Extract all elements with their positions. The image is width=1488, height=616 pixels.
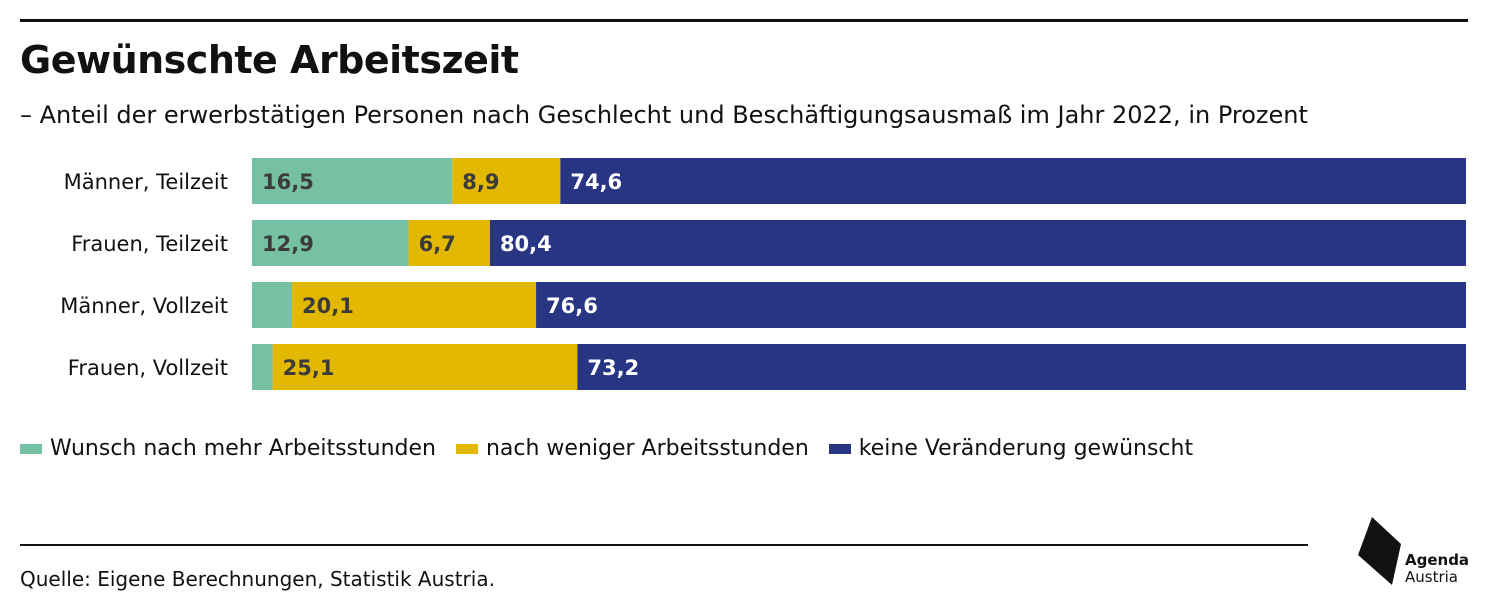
category-label-frauen-teilzeit: Frauen, Teilzeit xyxy=(71,232,228,256)
bar-segment-männer-teilzeit-s0 xyxy=(252,158,453,204)
data-label-männer-teilzeit-s2: 74,6 xyxy=(570,170,622,194)
bar-segment-männer-vollzeit-s0 xyxy=(252,282,293,328)
legend-item-none: keine Veränderung gewünscht xyxy=(828,436,1194,461)
chart-title: Gewünschte Arbeitszeit xyxy=(20,38,519,82)
bar-segment-männer-teilzeit-s1 xyxy=(452,158,561,204)
legend: Wunsch nach mehr Arbeitsstunden nach wen… xyxy=(20,436,1213,461)
logo-text: Agenda Austria xyxy=(1405,552,1469,586)
data-label-frauen-vollzeit-s2: 73,2 xyxy=(587,356,639,380)
logo-line-2: Austria xyxy=(1405,568,1458,586)
top-rule xyxy=(20,19,1468,22)
data-label-männer-teilzeit-s0: 16,5 xyxy=(262,170,314,194)
bar-segment-frauen-teilzeit-s1 xyxy=(408,220,490,266)
data-label-frauen-vollzeit-s1: 25,1 xyxy=(283,356,335,380)
bar-segment-frauen-vollzeit-s0 xyxy=(252,344,273,390)
bar-segment-männer-vollzeit-s2 xyxy=(536,282,1466,328)
bar-segment-männer-teilzeit-s2 xyxy=(560,158,1466,204)
bar-segment-frauen-vollzeit-s1 xyxy=(272,344,578,390)
bottom-rule xyxy=(20,544,1308,546)
source-note: Quelle: Eigene Berechnungen, Statistik A… xyxy=(20,567,495,591)
legend-swatch-none xyxy=(828,443,851,454)
data-label-männer-vollzeit-s2: 76,6 xyxy=(546,294,598,318)
legend-label-none: keine Veränderung gewünscht xyxy=(858,436,1194,461)
data-label-frauen-teilzeit-s0: 12,9 xyxy=(262,232,314,256)
data-label-männer-teilzeit-s1: 8,9 xyxy=(462,170,499,194)
chart-subtitle: – Anteil der erwerbstätigen Personen nac… xyxy=(20,101,1308,129)
logo-line-1: Agenda xyxy=(1405,551,1470,569)
data-label-männer-vollzeit-s1: 20,1 xyxy=(302,294,354,318)
legend-item-less: nach weniger Arbeitsstunden xyxy=(455,436,809,461)
legend-item-more: Wunsch nach mehr Arbeitsstunden xyxy=(20,436,436,461)
bar-segment-frauen-teilzeit-s0 xyxy=(252,220,409,266)
legend-label-less: nach weniger Arbeitsstunden xyxy=(485,436,809,461)
agenda-austria-logo-icon xyxy=(1358,517,1401,585)
category-label-frauen-vollzeit: Frauen, Vollzeit xyxy=(68,356,228,380)
data-label-frauen-teilzeit-s1: 6,7 xyxy=(419,232,456,256)
category-label-männer-teilzeit: Männer, Teilzeit xyxy=(64,170,228,194)
stacked-bar-chart: Männer, Teilzeit 16,5 8,9 74,6 Frauen, Teilz… xyxy=(60,158,1467,390)
legend-swatch-more xyxy=(20,443,42,454)
bar-segment-frauen-teilzeit-s2 xyxy=(489,220,1467,266)
legend-label-more: Wunsch nach mehr Arbeitsstunden xyxy=(50,436,436,461)
bar-segment-männer-vollzeit-s1 xyxy=(292,282,537,328)
bar-segment-frauen-vollzeit-s2 xyxy=(577,344,1466,390)
data-label-frauen-teilzeit-s2: 80,4 xyxy=(500,232,552,256)
legend-swatch-less xyxy=(455,443,478,454)
category-label-männer-vollzeit: Männer, Vollzeit xyxy=(60,294,228,318)
